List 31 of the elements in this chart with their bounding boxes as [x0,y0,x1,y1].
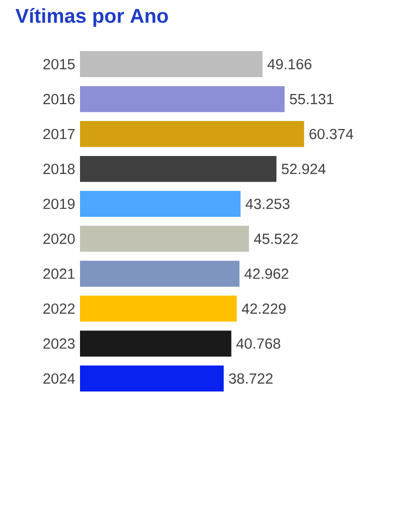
data-label: 49.166 [268,58,312,70]
data-label: 40.768 [236,338,280,349]
y-tick-label: 2024 [43,373,75,384]
y-tick-label: 2018 [43,164,75,174]
y-tick-label: 2019 [43,198,75,210]
y-tick-label: 2020 [43,234,75,244]
data-label: 45.522 [254,234,298,244]
y-tick-label: 2015 [43,58,75,70]
y-tick-label: 2023 [43,338,75,349]
y-tick-label: 2021 [43,268,75,279]
data-label: 60.374 [310,128,354,140]
data-label: 43.253 [246,198,290,210]
data-label: 42.229 [242,303,286,314]
bar [80,366,224,392]
y-tick-label: 2017 [43,128,75,140]
data-label: 42.962 [244,268,288,279]
bar [80,190,241,217]
data-label: 52.924 [282,164,326,174]
bar [80,156,276,182]
bar [80,121,304,148]
chart-title: Vítimas por Ano [16,8,168,27]
y-tick-label: 2016 [43,94,75,104]
bar [80,330,232,357]
bar [80,296,237,322]
bar [80,86,285,112]
bar [80,226,249,252]
data-label: 38.722 [229,373,273,384]
bar [80,51,262,78]
y-tick-label: 2022 [43,303,75,314]
data-label: 55.131 [290,94,334,104]
bar [80,260,240,287]
